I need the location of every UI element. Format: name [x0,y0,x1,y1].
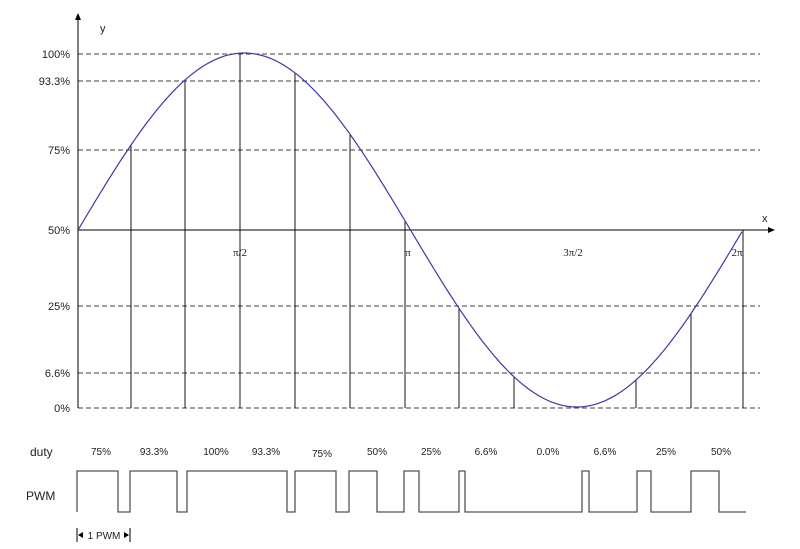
period-marker-label: 1 PWM [88,531,121,542]
period-marker: 1 PWM [76,528,131,542]
sine-curve [77,52,743,408]
duty-value: 75% [91,447,111,458]
y-level-label: 0% [54,403,70,415]
x-tick-label: 2π [731,247,743,259]
y-level-label: 25% [48,301,70,313]
x-tick-label: π [405,247,411,259]
duty-value: 6.6% [475,447,498,458]
y-level-label: 75% [48,145,70,157]
pwm-row-label: PWM [26,489,55,503]
duty-value: 25% [656,447,676,458]
duty-row-label: duty [30,445,53,459]
y-level-label: 50% [48,225,70,237]
duty-value: 93.3% [140,447,168,458]
duty-value: 50% [711,447,731,458]
duty-value: 25% [421,447,441,458]
duty-value: 0.0% [537,447,560,458]
y-axis-label: y [100,23,106,35]
y-level-label: 93.3% [39,76,70,88]
y-level-label: 6.6% [45,368,70,380]
x-axis-label: x [762,213,768,225]
x-tick-label: π/2 [233,247,247,259]
y-level-label: 100% [42,49,70,61]
x-tick-label: 3π/2 [563,247,583,259]
duty-value: 6.6% [594,447,617,458]
pwm-waveform [76,470,746,513]
duty-value: 50% [367,447,387,458]
duty-value: 75% [312,449,332,460]
duty-value: 93.3% [252,447,280,458]
duty-value: 100% [203,447,229,458]
